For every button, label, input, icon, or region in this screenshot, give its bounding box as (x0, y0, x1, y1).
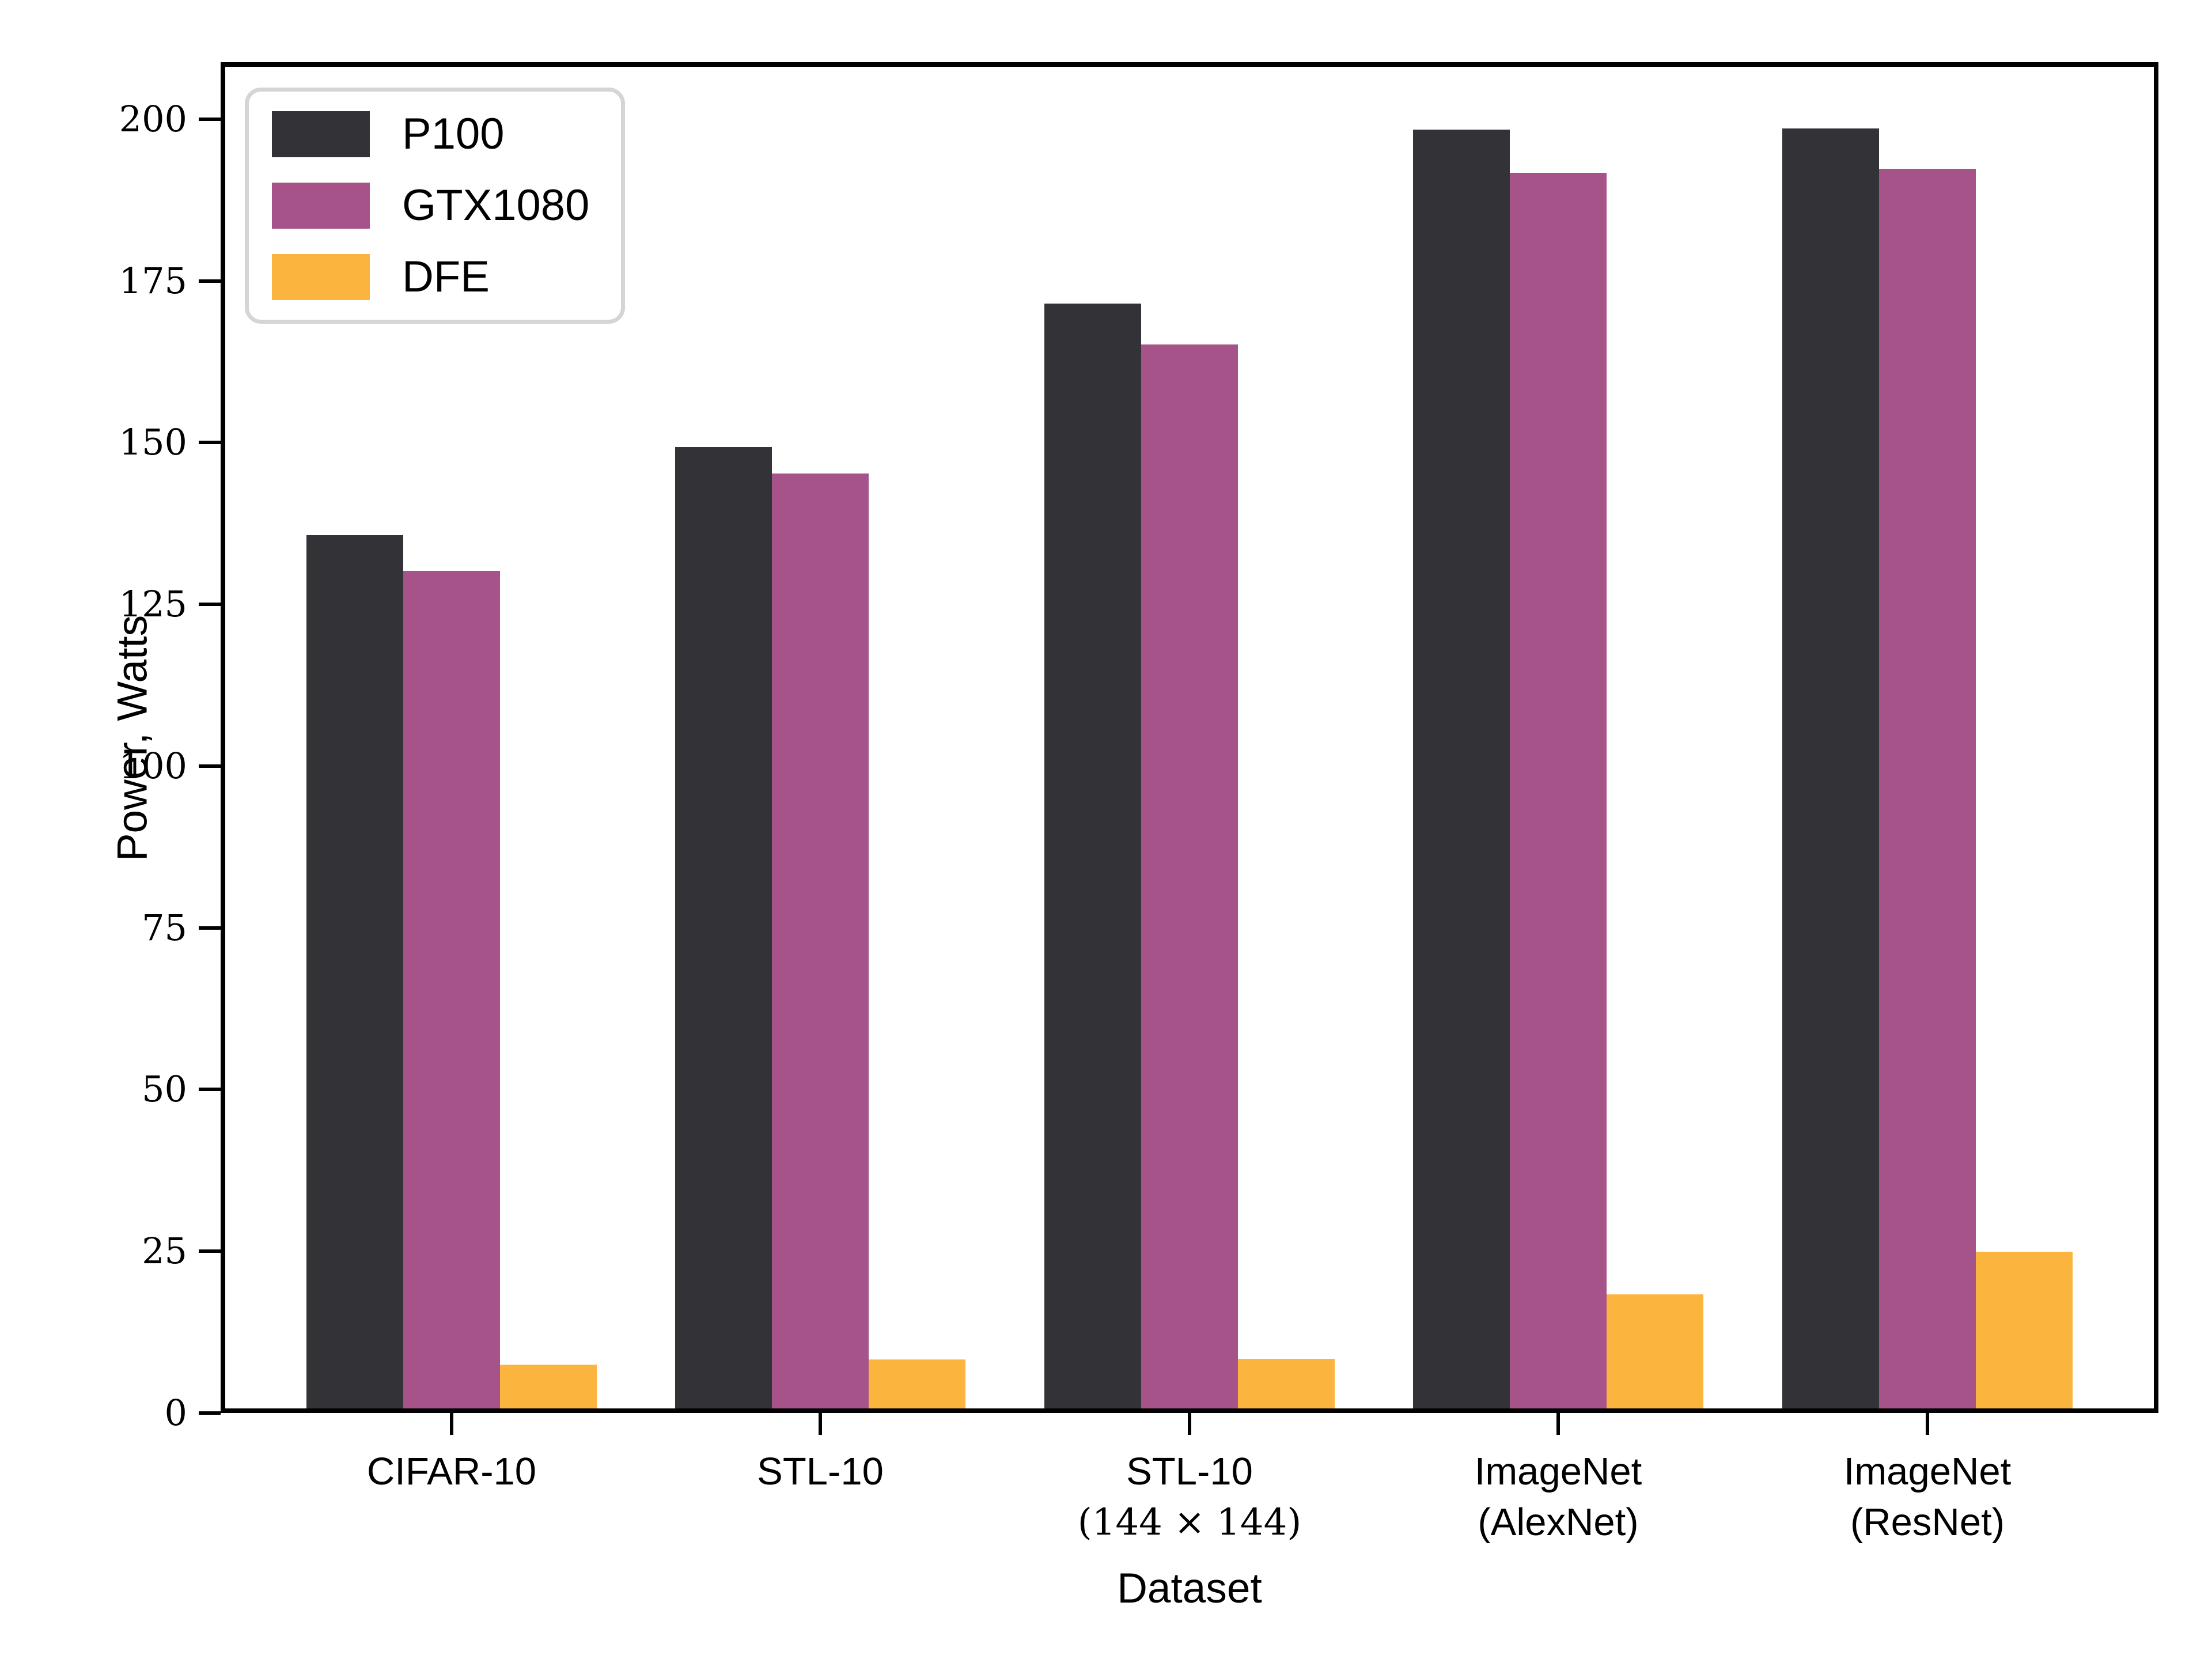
x-tick-mark (1188, 1413, 1191, 1435)
x-tick-label: ImageNet (AlexNet) (1474, 1450, 1642, 1544)
x-tick-label: CIFAR-10 (366, 1450, 537, 1493)
x-tick-label: STL-10 (757, 1450, 884, 1493)
legend: P100 GTX1080 DFE (245, 88, 625, 324)
y-tick-mark (199, 603, 221, 606)
bar-p100-group3 (1044, 304, 1141, 1408)
x-axis-label: Dataset (1117, 1565, 1262, 1612)
y-tick-mark (199, 441, 221, 444)
legend-label-gtx1080: GTX1080 (402, 181, 590, 230)
bar-gtx1080-group1 (403, 571, 500, 1408)
bar-gtx1080-group2 (772, 474, 869, 1408)
bar-p100-group4 (1413, 130, 1510, 1408)
legend-swatch-dfe (272, 254, 370, 300)
bar-p100-group2 (675, 447, 772, 1408)
y-tick-label: 100 (119, 745, 187, 787)
bar-dfe-group1 (500, 1365, 597, 1408)
legend-swatch-p100 (272, 111, 370, 157)
bar-gtx1080-group4 (1510, 173, 1607, 1408)
legend-item-gtx1080: GTX1080 (272, 183, 598, 229)
bar-dfe-group5 (1976, 1252, 2073, 1408)
bar-dfe-group4 (1607, 1294, 1703, 1408)
x-tick-mark (1556, 1413, 1560, 1435)
legend-swatch-gtx1080 (272, 183, 370, 229)
legend-item-p100: P100 (272, 111, 598, 157)
y-tick-label: 125 (119, 583, 187, 625)
x-tick-mark (1926, 1413, 1929, 1435)
y-tick-mark (199, 764, 221, 768)
bar-p100-group5 (1782, 128, 1879, 1408)
y-tick-label: 175 (119, 260, 187, 302)
y-tick-label: 50 (142, 1068, 187, 1110)
legend-label-p100: P100 (402, 109, 505, 158)
y-tick-label: 25 (142, 1230, 187, 1272)
plot-area: 0 25 50 75 100 125 150 175 200 (119, 62, 2158, 1435)
x-tick-label: STL-10 (144 × 144) (1077, 1450, 1302, 1544)
y-tick-mark (199, 118, 221, 121)
y-tick-mark (199, 926, 221, 930)
y-tick-mark (199, 1411, 221, 1415)
y-axis-label: Power, Watts (109, 615, 156, 862)
y-tick-mark (199, 279, 221, 283)
x-tick-label: ImageNet (ResNet) (1843, 1450, 2012, 1544)
y-tick-mark (199, 1088, 221, 1091)
y-tick-mark (199, 1249, 221, 1253)
x-tick-mark (819, 1413, 822, 1435)
y-tick-label: 150 (119, 421, 187, 463)
y-tick-label: 200 (119, 98, 187, 140)
y-tick-label: 0 (164, 1392, 187, 1434)
y-tick-label: 75 (142, 907, 187, 949)
bar-gtx1080-group5 (1879, 169, 1976, 1408)
bar-dfe-group2 (869, 1359, 965, 1408)
legend-item-dfe: DFE (272, 254, 598, 300)
x-tick-mark (450, 1413, 453, 1435)
bar-dfe-group3 (1238, 1359, 1335, 1408)
bar-gtx1080-group3 (1141, 344, 1238, 1408)
legend-label-dfe: DFE (402, 252, 490, 301)
bar-p100-group1 (306, 535, 403, 1408)
